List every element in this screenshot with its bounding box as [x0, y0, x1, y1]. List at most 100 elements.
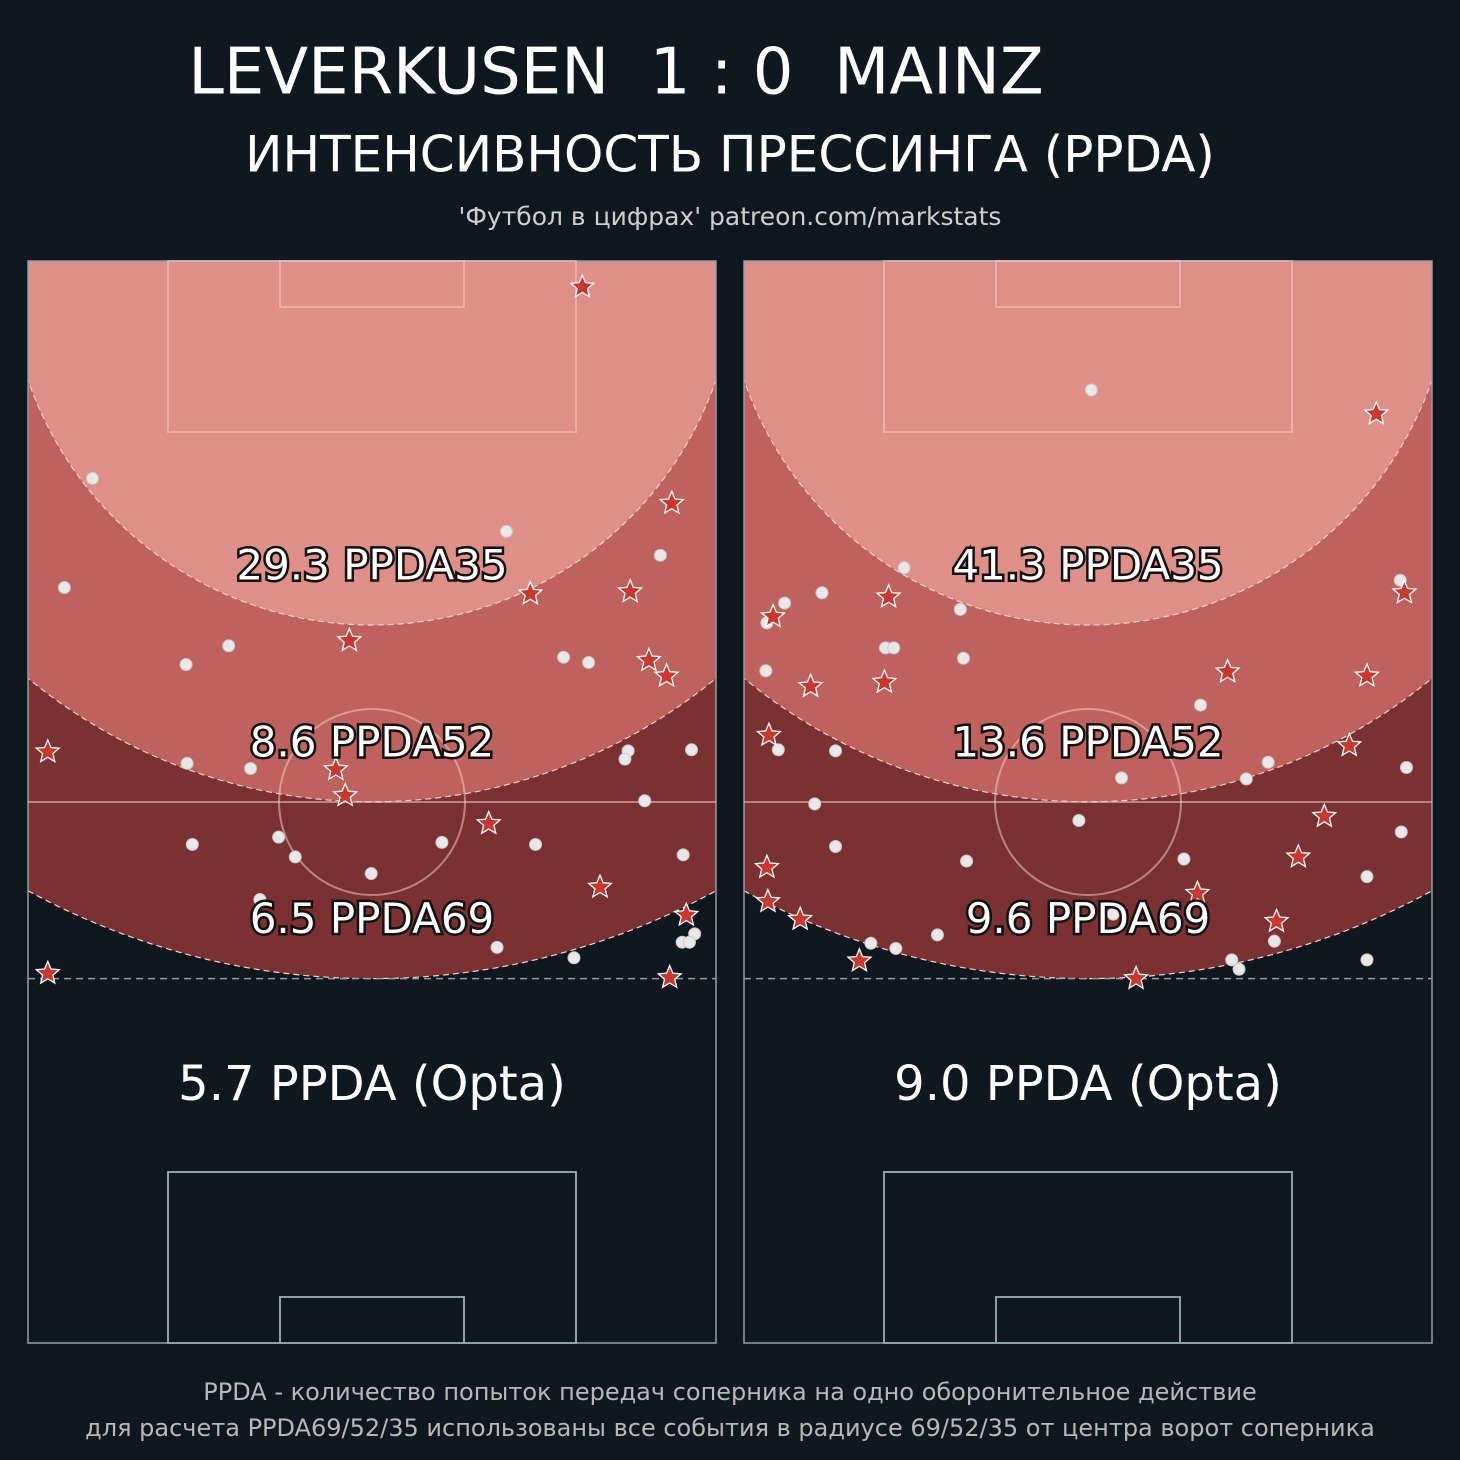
pass-point	[1106, 907, 1120, 921]
defensive-action	[1311, 802, 1338, 828]
zone-label: 29.3 PPDA35	[236, 541, 507, 590]
defensive-action	[34, 959, 61, 985]
six-yard-box	[995, 260, 1181, 308]
pass-point	[85, 471, 99, 485]
pass-point	[244, 762, 258, 776]
defensive-action	[755, 721, 783, 747]
pass-point	[889, 941, 903, 955]
pass-point	[529, 837, 543, 851]
defensive-action	[517, 580, 544, 605]
pass-point	[1072, 814, 1086, 828]
pass-point	[57, 581, 71, 595]
pass-point	[222, 639, 236, 653]
press-zone	[744, 261, 1432, 626]
zone-label: 8.6 PPDA52	[250, 717, 495, 766]
six-yard-box	[279, 1296, 465, 1344]
defensive-action	[658, 489, 685, 515]
defensive-action	[787, 905, 814, 931]
pass-point	[829, 744, 843, 758]
pass-point	[1232, 962, 1246, 976]
pass-point	[567, 951, 581, 965]
defensive-action	[332, 781, 359, 807]
defensive-action	[1285, 843, 1312, 868]
pass-point	[815, 586, 829, 600]
pass-point	[829, 840, 843, 854]
defensive-action	[754, 887, 781, 913]
pass-point	[1084, 383, 1098, 397]
pass-point	[676, 848, 690, 862]
defensive-action	[1353, 662, 1381, 688]
pass-point	[557, 650, 571, 664]
defensive-action	[653, 662, 680, 688]
defensive-action	[753, 853, 780, 879]
zone-label: 6.5 PPDA69	[250, 894, 495, 943]
defensive-action	[1363, 400, 1390, 425]
pass-point	[185, 837, 199, 851]
pass-point	[808, 797, 822, 811]
pass-point	[1399, 760, 1413, 774]
defensive-action	[34, 738, 61, 763]
opta-label: 5.7 PPDA (Opta)	[178, 1056, 566, 1112]
defensive-action	[846, 947, 873, 972]
pass-point	[653, 548, 667, 562]
zone-label: 13.6 PPDA52	[952, 717, 1223, 766]
source: 'Футбол в цифрах' patreon.com/markstats	[459, 202, 1002, 231]
zone-label: 41.3 PPDA35	[952, 541, 1223, 590]
defensive-action	[1184, 879, 1211, 905]
pass-point	[253, 893, 267, 907]
defensive-action	[1123, 964, 1150, 990]
pass-point	[685, 743, 699, 757]
defensive-action	[1391, 579, 1418, 604]
pass-point	[1261, 755, 1275, 769]
centre-circle	[994, 708, 1182, 896]
defensive-action	[1336, 731, 1363, 757]
pass-point	[956, 651, 970, 665]
pass-point	[288, 850, 302, 864]
pass-point	[1360, 953, 1374, 967]
pass-point	[887, 641, 901, 655]
zones	[744, 261, 1432, 979]
pass-point	[1194, 698, 1208, 712]
defensive-action	[760, 603, 787, 628]
pass-point	[499, 524, 513, 538]
pass-point	[864, 936, 878, 950]
defensive-action	[1214, 658, 1241, 683]
opta-label: 9.0 PPDA (Opta)	[894, 1056, 1282, 1112]
press-zone	[28, 261, 716, 626]
pass-point	[490, 940, 504, 954]
pass-point	[1394, 825, 1408, 839]
pass-point	[272, 830, 286, 844]
title: LEVERKUSEN 1 : 0 MAINZ	[188, 36, 1043, 110]
pass-point	[1360, 870, 1374, 884]
defensive-action	[569, 273, 596, 299]
defensive-action	[875, 583, 902, 608]
defensive-action	[586, 873, 614, 899]
pass-point	[771, 743, 785, 757]
pass-point	[638, 794, 652, 808]
defensive-action	[617, 577, 644, 603]
zones	[28, 261, 716, 979]
pass-point	[930, 928, 944, 942]
pass-point	[778, 596, 792, 610]
defensive-action	[871, 668, 898, 694]
defensive-action	[1263, 907, 1290, 933]
pass-point	[682, 935, 696, 949]
defensive-action	[635, 646, 662, 672]
defensive-action	[322, 755, 349, 781]
footer-line: PPDA - количество попыток передач соперн…	[203, 1378, 1256, 1406]
six-yard-box	[995, 1296, 1181, 1344]
pass-point	[180, 756, 194, 770]
pass-point	[1225, 953, 1239, 967]
pass-point	[1177, 852, 1191, 866]
centre-circle	[278, 708, 466, 896]
pass-point	[582, 655, 596, 669]
pass-point	[179, 658, 193, 672]
pass-point	[1267, 934, 1281, 948]
defensive-action	[336, 626, 363, 652]
pass-point	[435, 835, 449, 849]
six-yard-box	[279, 260, 465, 308]
footer-line: для расчета PPDA69/52/35 использованы вс…	[85, 1414, 1375, 1442]
pass-point	[897, 561, 911, 575]
pass-point	[618, 752, 632, 766]
